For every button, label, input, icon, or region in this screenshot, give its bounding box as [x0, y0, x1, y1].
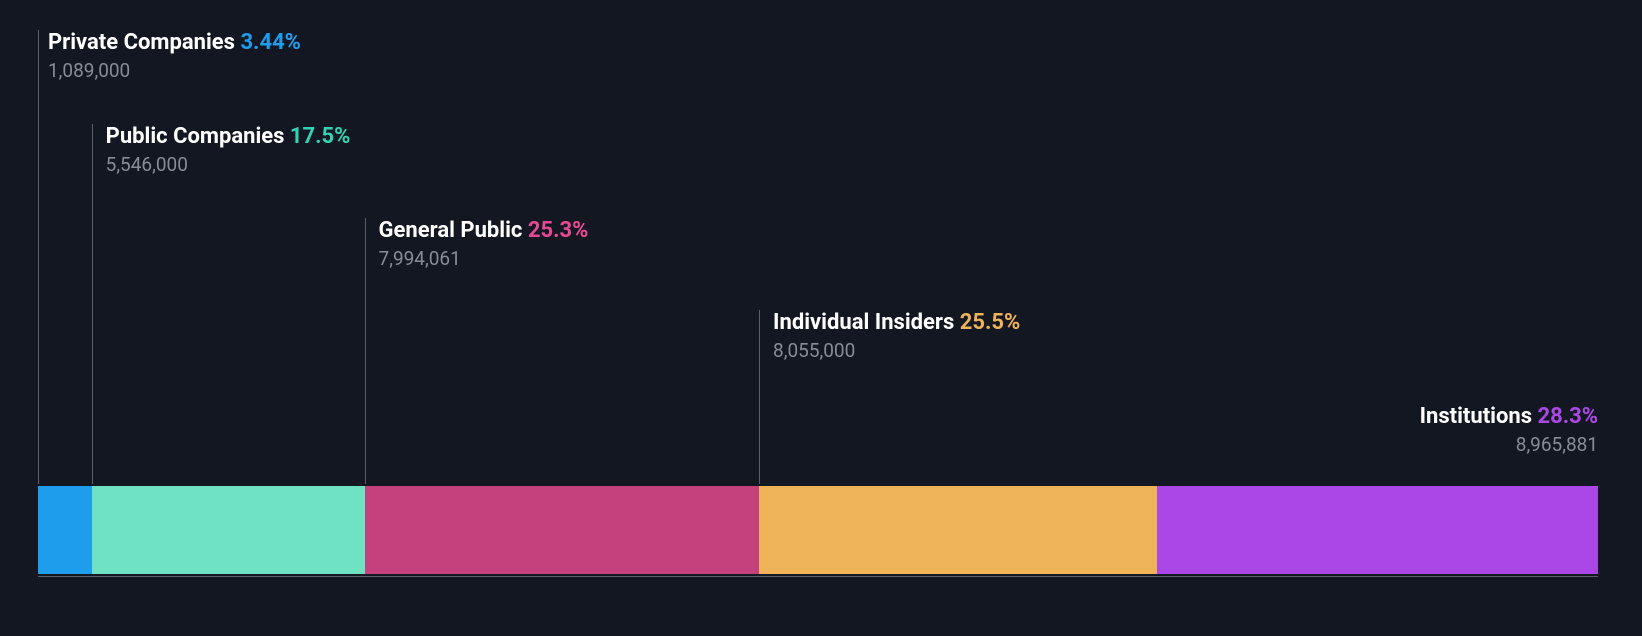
segment-percent: 3.44%	[240, 30, 301, 55]
bar-track	[38, 486, 1598, 574]
segment-title: General Public 25.3%	[379, 218, 589, 244]
segment-percent: 17.5%	[290, 124, 351, 149]
tick-line	[365, 218, 366, 484]
segment-percent: 25.5%	[960, 310, 1021, 335]
bar-segment	[759, 486, 1157, 574]
segment-name: Individual Insiders	[773, 310, 954, 335]
tick-line	[92, 124, 93, 484]
ownership-breakdown-chart: Private Companies 3.44% 1,089,000 Public C…	[38, 30, 1598, 595]
segment-name: Private Companies	[48, 30, 235, 55]
segment-value: 5,546,000	[106, 154, 188, 177]
segment-value: 8,055,000	[773, 340, 855, 363]
segment-value: 1,089,000	[48, 60, 130, 83]
bar-segment	[92, 486, 365, 574]
bar-segment	[38, 486, 92, 574]
bar-segment	[365, 486, 760, 574]
segment-name: Institutions	[1420, 404, 1532, 429]
baseline	[38, 576, 1598, 577]
tick-line	[38, 30, 39, 484]
segment-percent: 28.3%	[1537, 404, 1598, 429]
segment-name: General Public	[379, 218, 523, 243]
segment-title: Private Companies 3.44%	[48, 30, 301, 56]
segment-title: Public Companies 17.5%	[106, 124, 351, 150]
segment-name: Public Companies	[106, 124, 285, 149]
bar-segment	[1157, 486, 1598, 574]
segment-value: 8,965,881	[1516, 434, 1598, 457]
tick-line	[759, 310, 760, 484]
segment-title: Individual Insiders 25.5%	[773, 310, 1020, 336]
segment-value: 7,994,061	[379, 248, 461, 271]
segment-title: Institutions 28.3%	[1420, 404, 1598, 430]
segment-percent: 25.3%	[528, 218, 589, 243]
